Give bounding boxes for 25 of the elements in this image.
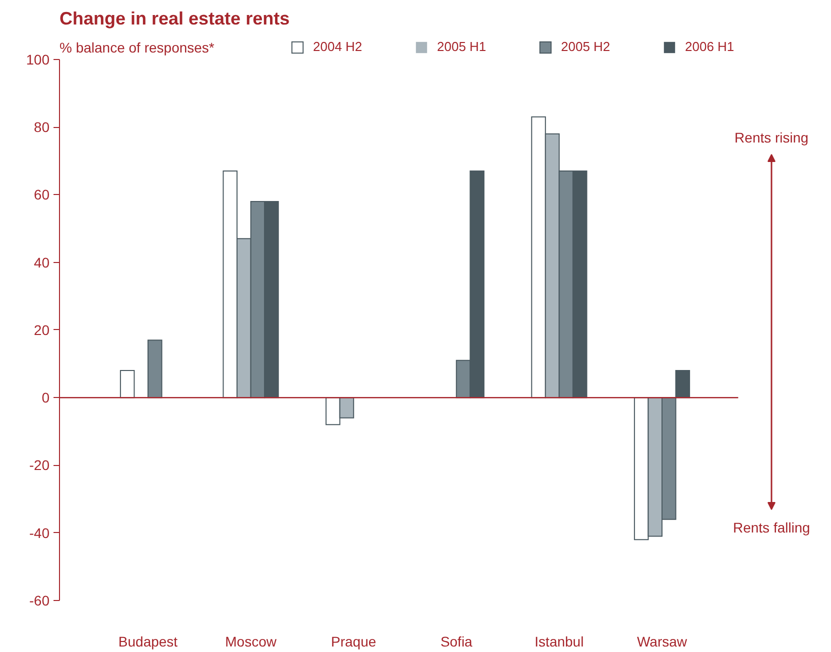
legend-label: 2004 H2	[313, 39, 364, 54]
x-tick-label: Istanbul	[534, 634, 584, 650]
legend-label: 2006 H1	[685, 39, 736, 54]
bar	[148, 340, 162, 398]
y-tick-label: -20	[29, 457, 50, 474]
x-tick-label: Sofia	[440, 634, 473, 650]
legend-label: 2005 H1	[437, 39, 488, 54]
y-tick-label: -60	[29, 592, 50, 608]
x-tick-label: Praque	[331, 634, 376, 650]
chart-title: Change in real estate rents	[60, 8, 290, 28]
y-tick-label: 0	[42, 390, 50, 406]
y-tick-label: -40	[29, 524, 50, 541]
y-tick-label: 20	[34, 322, 50, 338]
x-tick-label: Moscow	[225, 634, 278, 650]
bar	[120, 370, 135, 398]
y-tick-label: 100	[26, 51, 50, 68]
legend-label: 2005 H2	[561, 39, 612, 54]
annotation: Rents falling	[732, 520, 810, 536]
y-tick-label: 60	[34, 186, 50, 203]
x-tick-label: Budapest	[118, 634, 178, 650]
y-tick-label: 40	[34, 254, 50, 270]
y-axis-title: % balance of responses*	[60, 40, 215, 56]
y-tick-label: 80	[34, 119, 50, 136]
annotation: Rents rising	[734, 130, 808, 146]
x-tick-label: Warsaw	[636, 634, 688, 650]
